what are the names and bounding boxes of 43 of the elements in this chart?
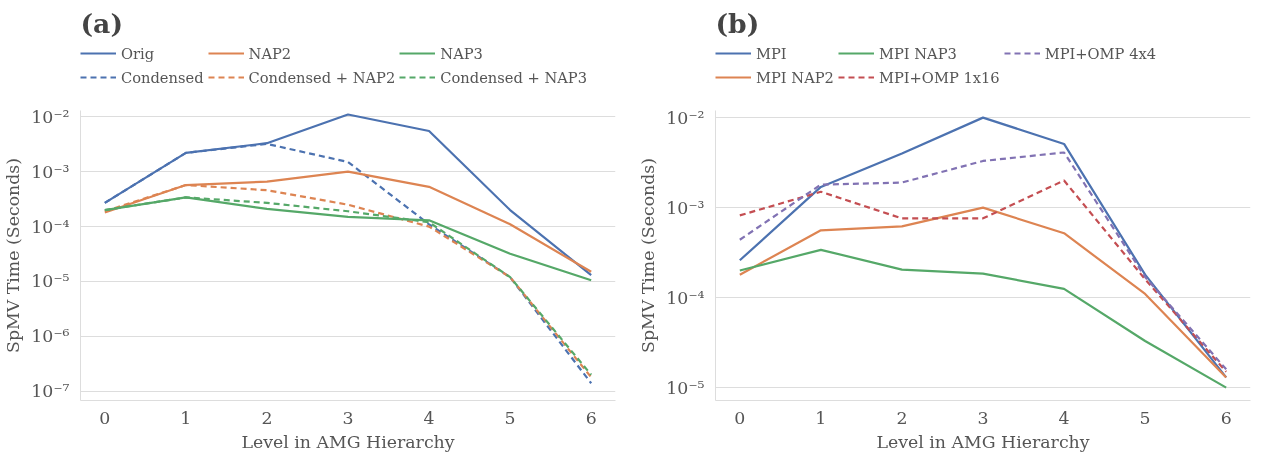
line-series — [738, 248, 1228, 389]
legend-label: Condensed + NAP3 — [440, 68, 588, 86]
legend-label: Condensed — [121, 68, 204, 86]
legend-label: MPI+OMP 1x16 — [878, 68, 1000, 86]
legend-label: Orig — [121, 44, 155, 62]
y-tick-label: 10⁻⁴ — [666, 287, 705, 308]
chart-title: (b) — [715, 7, 760, 39]
x-tick-label: 3 — [342, 407, 354, 428]
y-tick-label: 10⁻⁴ — [31, 216, 70, 237]
x-tick-label: 4 — [1058, 407, 1070, 428]
y-tick-label: 10⁻⁶ — [31, 326, 70, 347]
x-tick-label: 3 — [977, 407, 989, 428]
y-axis-title: SpMV Time (Seconds) — [638, 158, 659, 353]
legend-label: NAP3 — [440, 44, 483, 62]
legend-label: MPI NAP3 — [878, 44, 957, 62]
y-tick-label: 10⁻⁵ — [31, 271, 70, 292]
y-tick-label: 10⁻² — [31, 106, 70, 127]
x-tick-label: 2 — [261, 407, 273, 428]
legend-label: MPI NAP2 — [756, 68, 834, 86]
x-tick-label: 1 — [815, 407, 827, 428]
legend-label: MPI+OMP 4x4 — [1044, 44, 1157, 62]
x-tick-label: 0 — [734, 407, 746, 428]
x-tick-label: 4 — [423, 407, 435, 428]
x-axis-title: Level in AMG Hierarchy — [241, 431, 455, 452]
y-tick-label: 10⁻³ — [31, 161, 70, 182]
y-tick-label: 10⁻³ — [666, 197, 705, 218]
x-axis-title: Level in AMG Hierarchy — [876, 431, 1090, 452]
chart-title: (a) — [80, 7, 123, 39]
x-tick-label: 0 — [99, 407, 111, 428]
legend-label: Condensed + NAP2 — [248, 68, 396, 86]
y-axis-title: SpMV Time (Seconds) — [3, 158, 24, 353]
y-tick-label: 10⁻⁷ — [31, 381, 70, 402]
y-tick-label: 10⁻⁵ — [666, 377, 705, 398]
x-tick-label: 5 — [504, 407, 516, 428]
line-series — [738, 206, 1228, 379]
x-tick-label: 1 — [180, 407, 192, 428]
y-tick-label: 10⁻² — [666, 107, 705, 128]
legend-label: MPI — [756, 44, 787, 62]
x-tick-label: 2 — [896, 407, 908, 428]
x-tick-label: 5 — [1139, 407, 1151, 428]
legend-label: NAP2 — [248, 44, 292, 62]
x-tick-label: 6 — [1220, 407, 1232, 428]
x-tick-label: 6 — [585, 407, 597, 428]
